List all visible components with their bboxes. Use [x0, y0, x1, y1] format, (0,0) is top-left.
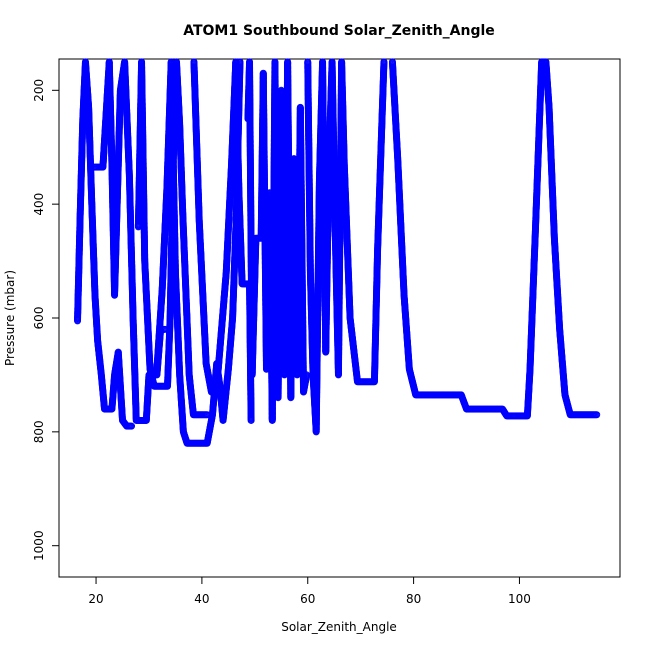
chart-title: ATOM1 Southbound Solar_Zenith_Angle [183, 23, 495, 39]
data-series [74, 58, 136, 430]
data-series [90, 58, 169, 424]
data-point [128, 422, 136, 430]
plot-area [74, 58, 601, 447]
